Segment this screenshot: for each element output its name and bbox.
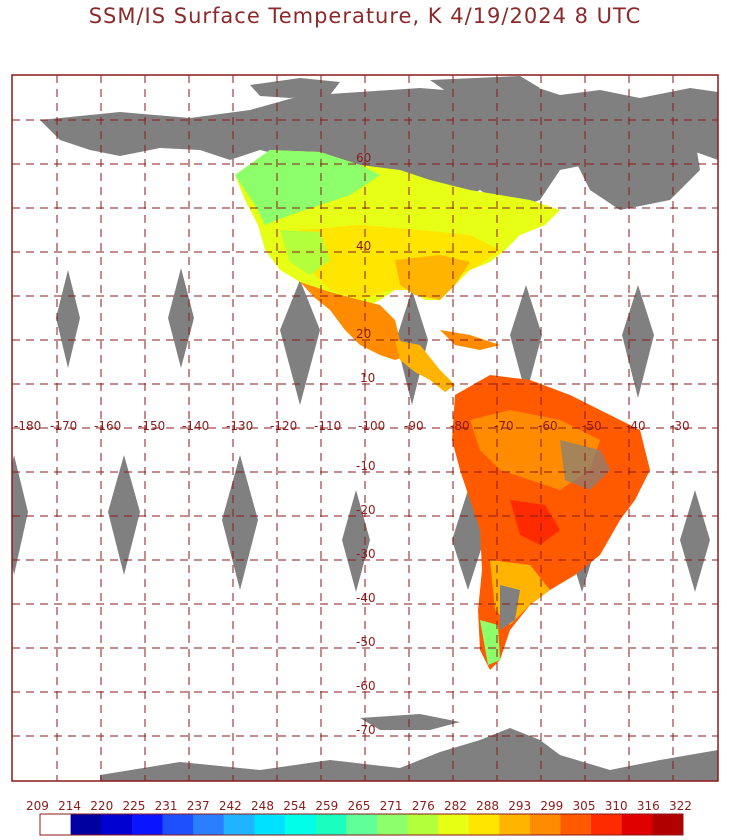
- map-title: SSM/IS Surface Temperature, K 4/19/2024 …: [88, 4, 642, 28]
- lon-label: -180: [14, 419, 41, 433]
- color-swatch: [70, 814, 102, 835]
- lon-label: -130: [226, 419, 253, 433]
- swath-gap: [12, 455, 28, 575]
- color-scale-tick: 316: [637, 799, 660, 813]
- color-scale-tick: 214: [58, 799, 81, 813]
- south-america: [452, 375, 650, 670]
- color-swatch: [162, 814, 194, 835]
- color-scale-swatches: [40, 814, 684, 835]
- swath-gap: [168, 268, 194, 368]
- lat-label: -30: [356, 547, 376, 561]
- swath-gap: [622, 285, 654, 398]
- color-swatch: [223, 814, 255, 835]
- lon-label: -160: [94, 419, 121, 433]
- lat-label: 20: [356, 327, 371, 341]
- color-swatch: [621, 814, 653, 835]
- lat-label: 60: [356, 151, 371, 165]
- color-scale-tick: 248: [251, 799, 274, 813]
- color-scale-tick: 271: [380, 799, 403, 813]
- arctic-no-data: [40, 76, 718, 781]
- longitude-labels: -180 -170 -160 -150 -140 -130 -120 -110 …: [14, 419, 690, 433]
- color-scale-tick: 225: [122, 799, 145, 813]
- color-swatch: [468, 814, 500, 835]
- color-swatch: [652, 814, 684, 835]
- color-scale-frame: [39, 813, 684, 836]
- color-scale-tick: 242: [219, 799, 242, 813]
- lat-label: -20: [356, 503, 376, 517]
- lat-lon-grid: [12, 75, 718, 781]
- color-swatch: [193, 814, 225, 835]
- lat-label: -70: [356, 723, 376, 737]
- color-scale-tick: 293: [508, 799, 531, 813]
- color-swatch: [315, 814, 347, 835]
- color-scale-tick: 310: [605, 799, 628, 813]
- lat-label: -50: [356, 635, 376, 649]
- color-swatch: [254, 814, 286, 835]
- color-scale-tick: 282: [444, 799, 467, 813]
- lat-label: -60: [356, 679, 376, 693]
- color-scale-tick: 259: [315, 799, 338, 813]
- color-swatch: [346, 814, 378, 835]
- color-swatch: [438, 814, 470, 835]
- color-scale-tick: 288: [476, 799, 499, 813]
- color-scale-tick: 305: [573, 799, 596, 813]
- color-scale-tick: 265: [348, 799, 371, 813]
- map-frame: [11, 74, 719, 782]
- lon-label: -140: [182, 419, 209, 433]
- color-swatch: [101, 814, 133, 835]
- lon-label: -60: [538, 419, 558, 433]
- lon-label: -100: [358, 419, 385, 433]
- color-swatch: [131, 814, 163, 835]
- lon-label: -40: [626, 419, 646, 433]
- color-swatch: [284, 814, 317, 835]
- swath-gap: [222, 455, 258, 590]
- lon-label: -110: [314, 419, 341, 433]
- lat-label: 40: [356, 239, 371, 253]
- color-swatch: [591, 814, 623, 835]
- color-swatch: [376, 814, 408, 835]
- color-scale-tick: 322: [669, 799, 692, 813]
- lon-label: -90: [404, 419, 424, 433]
- color-scale-tick: 231: [155, 799, 178, 813]
- lon-label: -120: [270, 419, 297, 433]
- color-scale-tick: 276: [412, 799, 435, 813]
- lon-label: -150: [138, 419, 165, 433]
- color-swatch: [529, 814, 562, 835]
- color-swatch: [407, 814, 439, 835]
- color-scale-tick: 209: [26, 799, 49, 813]
- color-scale-tick: 220: [90, 799, 113, 813]
- color-scale-tick: 299: [540, 799, 563, 813]
- color-scale-ticks: 209 214 220 225 231 237 242 248 254 259 265 271 276 2…: [26, 799, 692, 813]
- lon-label: -30: [670, 419, 690, 433]
- color-swatch: [499, 814, 531, 835]
- lon-label: -80: [450, 419, 470, 433]
- lon-label: -70: [494, 419, 514, 433]
- lat-label: -40: [356, 591, 376, 605]
- latitude-labels: 60 40 20 10 -10 -20 -30 -40 -50 -60 -70: [356, 151, 376, 737]
- swath-gap: [56, 270, 80, 368]
- color-scale-tick: 237: [187, 799, 210, 813]
- lon-label: -50: [582, 419, 602, 433]
- color-swatch: [560, 814, 592, 835]
- color-scale-tick: 254: [283, 799, 306, 813]
- lat-label: -10: [356, 459, 376, 473]
- swath-gap: [108, 455, 140, 575]
- color-swatch: [40, 814, 72, 835]
- lon-label: -170: [50, 419, 77, 433]
- swath-gap: [510, 285, 542, 395]
- lat-label: 10: [360, 371, 375, 385]
- swath-gap: [280, 280, 320, 405]
